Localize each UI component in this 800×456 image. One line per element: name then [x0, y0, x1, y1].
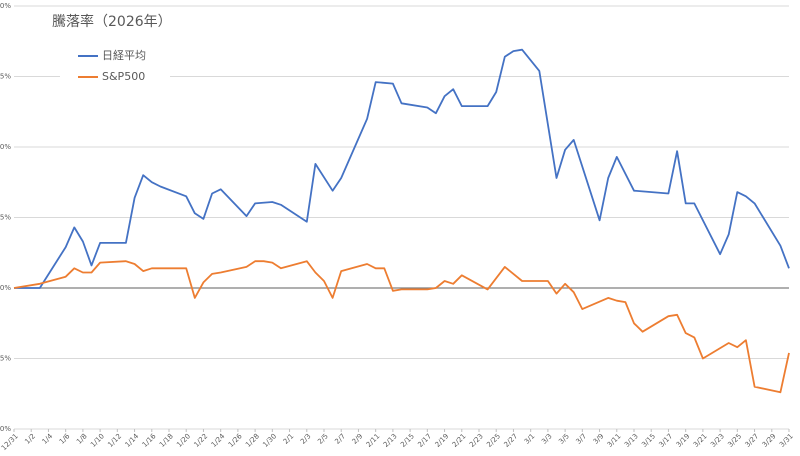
x-tick-label: 3/15: [640, 432, 657, 449]
legend-label: S&P500: [102, 70, 145, 83]
x-tick-label: 2/11: [365, 432, 382, 449]
x-tick-label: 3/11: [606, 432, 623, 449]
x-tick-label: 1/26: [227, 432, 244, 449]
legend-label: 日経平均: [102, 49, 146, 62]
x-tick-label: 1/24: [210, 432, 227, 449]
x-tick-label: 1/12: [106, 432, 123, 449]
x-tick-label: 3/5: [557, 432, 571, 446]
x-tick-label: 1/6: [58, 432, 72, 446]
x-tick-label: 1/22: [192, 432, 209, 449]
x-tick-label: 1/10: [89, 432, 106, 449]
x-tick-label: 1/8: [75, 432, 89, 446]
series-line: [14, 48, 790, 289]
x-tick-label: 1/28: [244, 432, 261, 449]
x-tick-label: 3/9: [592, 432, 606, 446]
y-tick-label: 20%: [0, 2, 11, 10]
x-tick-label: 2/15: [399, 432, 416, 449]
x-tick-label: 2/21: [451, 432, 468, 449]
x-tick-label: 1/16: [141, 432, 158, 449]
x-tick-label: 3/21: [692, 432, 709, 449]
x-tick-label: 1/20: [175, 432, 192, 449]
x-tick-label: 3/27: [744, 432, 761, 449]
x-tick-label: 3/1: [523, 432, 537, 446]
x-tick-label: 2/17: [416, 432, 433, 449]
chart-title: 騰落率（2026年）: [52, 13, 172, 30]
y-tick-label: -10%: [0, 425, 11, 433]
x-tick-label: 2/9: [351, 432, 365, 446]
x-tick-label: 1/14: [124, 432, 141, 449]
x-tick-label: 2/13: [382, 432, 399, 449]
x-tick-label: 3/29: [761, 432, 778, 449]
legend: 日経平均 S&P500: [60, 40, 170, 96]
x-tick-label: 1/4: [41, 432, 55, 446]
x-tick-label: 3/13: [623, 432, 640, 449]
x-tick-label: 1/2: [23, 432, 37, 446]
x-tick-label: 3/23: [709, 432, 726, 449]
legend-box: [60, 40, 170, 96]
x-tick-label: 3/3: [540, 432, 554, 446]
x-tick-label: 2/19: [434, 432, 451, 449]
x-tick-label: 3/17: [657, 432, 674, 449]
x-tick-label: 2/25: [485, 432, 502, 449]
x-tick-label: 3/25: [726, 432, 743, 449]
y-tick-label: 0%: [0, 284, 11, 292]
x-tick-label: 2/23: [468, 432, 485, 449]
y-tick-label: -5%: [0, 355, 11, 363]
x-tick-label: 12/31: [0, 432, 20, 452]
y-tick-label: 10%: [0, 143, 11, 151]
x-tick-label: 2/1: [282, 432, 296, 446]
series-line: [13, 260, 790, 394]
x-tick-label: 2/27: [502, 432, 519, 449]
x-tick-label: 3/7: [575, 432, 589, 446]
x-tick-label: 1/18: [158, 432, 175, 449]
x-tick-label: 2/3: [299, 432, 313, 446]
x-tick-label: 3/19: [675, 432, 692, 449]
x-tick-label: 2/5: [316, 432, 330, 446]
x-tick-label: 1/30: [261, 432, 278, 449]
x-tick-label: 3/31: [778, 432, 795, 449]
y-tick-label: 15%: [0, 73, 11, 81]
x-tick-label: 2/7: [333, 432, 347, 446]
y-tick-label: 5%: [0, 214, 11, 222]
